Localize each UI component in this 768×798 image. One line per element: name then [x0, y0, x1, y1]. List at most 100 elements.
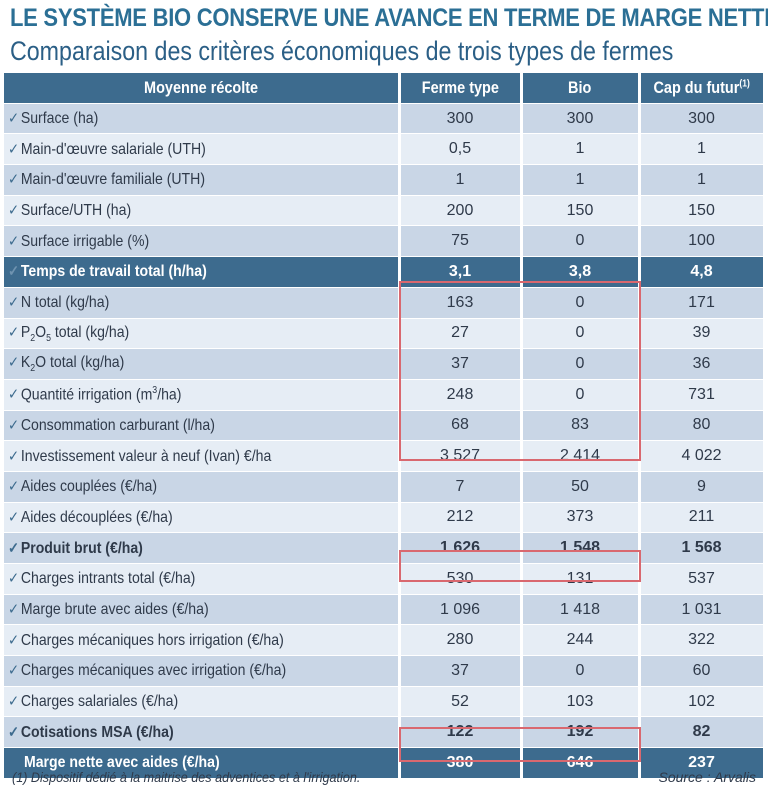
value-cell: 211	[639, 502, 766, 534]
row-label-cell: ✓ Cotisations MSA (€/ha)	[4, 716, 401, 749]
table-row-highlight: ✓ Temps de travail total (h/ha) 3,1 3,8 4,8	[4, 256, 766, 288]
value-cell: 300	[521, 103, 641, 135]
table-row: ✓ Investissement valeur à neuf (Ivan) €/h…	[4, 440, 766, 472]
header-moyenne-recolte: Moyenne récolte	[4, 73, 401, 104]
table-row: ✓ Main-d'œuvre salariale (UTH) 0,5 1 1	[4, 133, 766, 166]
table-header-row: Moyenne récolte Ferme type Bio Cap du fu…	[4, 73, 766, 104]
value-cell: 7	[399, 471, 523, 503]
row-label-cell: ✓ Quantité irrigation (m3/ha)	[4, 379, 401, 411]
check-icon: ✓	[8, 662, 20, 680]
value-cell: 1	[521, 164, 641, 196]
value-cell: 103	[521, 686, 641, 718]
value-cell: 1	[639, 133, 766, 166]
value-cell: 80	[639, 410, 766, 442]
row-label-cell: ✓ Main-d'œuvre salariale (UTH)	[4, 133, 401, 166]
value-cell: 37	[399, 655, 523, 687]
value-cell: 163	[399, 287, 523, 319]
table-row: ✓ Charges salariales (€/ha) 52 103 102	[4, 686, 766, 718]
table-row: ✓ Aides découplées (€/ha) 212 373 211	[4, 502, 766, 534]
row-label-cell: ✓ N total (kg/ha)	[4, 287, 401, 319]
table-row: ✓ Surface (ha) 300 300 300	[4, 103, 766, 135]
value-cell: 150	[639, 195, 766, 227]
check-icon: ✓	[8, 386, 20, 404]
value-cell: 192	[521, 716, 641, 749]
table-row: ✓ Charges mécaniques avec irrigation (€/h…	[4, 655, 766, 687]
row-label-cell: ✓ Aides découplées (€/ha)	[4, 502, 401, 534]
value-cell: 248	[399, 379, 523, 411]
value-cell: 83	[521, 410, 641, 442]
value-cell: 280	[399, 624, 523, 657]
value-cell: 1	[399, 164, 523, 196]
value-cell: 1 031	[639, 594, 766, 626]
page-title: LE SYSTÈME BIO CONSERVE UNE AVANCE EN TE…	[10, 4, 768, 32]
table-row: ✓ Surface irrigable (%) 75 0 100	[4, 225, 766, 258]
row-label-cell: ✓ Aides couplées (€/ha)	[4, 471, 401, 503]
check-icon: ✓	[8, 263, 20, 281]
value-cell: 300	[639, 103, 766, 135]
value-cell: 50	[521, 471, 641, 503]
header-ferme-type: Ferme type	[399, 73, 523, 104]
value-cell: 200	[399, 195, 523, 227]
row-label-cell: ✓ Charges mécaniques avec irrigation (€/h…	[4, 655, 401, 687]
row-label-cell: ✓ Surface irrigable (%)	[4, 225, 401, 258]
check-icon: ✓	[8, 171, 20, 189]
value-cell: 530	[399, 563, 523, 595]
value-cell: 1	[639, 164, 766, 196]
check-icon: ✓	[8, 693, 20, 711]
value-cell: 36	[639, 348, 766, 380]
value-cell: 60	[639, 655, 766, 687]
source-credit: Source : Arvalis	[658, 769, 756, 785]
value-cell: 237	[639, 747, 766, 779]
row-label-cell: Marge nette avec aides (€/ha)	[4, 747, 401, 779]
row-label-cell: ✓ Main-d'œuvre familiale (UTH)	[4, 164, 401, 196]
table-row: ✓ Consommation carburant (l/ha) 68 83 80	[4, 410, 766, 442]
value-cell: 0	[521, 348, 641, 380]
check-icon: ✓	[8, 601, 20, 619]
value-cell: 1 568	[639, 532, 766, 564]
check-icon: ✓	[8, 631, 20, 649]
header-bio: Bio	[521, 73, 641, 104]
value-cell: 4,8	[639, 256, 766, 288]
value-cell: 102	[639, 686, 766, 718]
row-label-cell: ✓ K2O total (kg/ha)	[4, 348, 401, 380]
check-icon: ✓	[8, 478, 20, 496]
table-row-highlight: Marge nette avec aides (€/ha) 380 646 237	[4, 747, 766, 779]
check-icon: ✓	[8, 508, 20, 526]
value-cell: 731	[639, 379, 766, 411]
row-label-cell: ✓ Investissement valeur à neuf (Ivan) €/h…	[4, 440, 401, 472]
value-cell: 1	[521, 133, 641, 166]
value-cell: 39	[639, 318, 766, 350]
value-cell: 9	[639, 471, 766, 503]
value-cell: 1 096	[399, 594, 523, 626]
table-row: ✓ Marge brute avec aides (€/ha) 1 096 1 41…	[4, 594, 766, 626]
row-label-cell: ✓ Charges mécaniques hors irrigation (€/h…	[4, 624, 401, 657]
comparison-table: Moyenne récolte Ferme type Bio Cap du fu…	[4, 73, 766, 779]
table-row: ✓ P2O5 total (kg/ha) 27 0 39	[4, 318, 766, 350]
check-icon: ✓	[8, 570, 20, 588]
value-cell: 171	[639, 287, 766, 319]
row-label-cell: ✓ Charges salariales (€/ha)	[4, 686, 401, 718]
check-icon: ✓	[8, 416, 20, 434]
check-icon: ✓	[8, 539, 20, 557]
value-cell: 0	[521, 318, 641, 350]
value-cell: 646	[521, 747, 641, 779]
check-icon: ✓	[8, 354, 20, 372]
table-row: ✓ N total (kg/ha) 163 0 171	[4, 287, 766, 319]
table-row: ✓ Produit brut (€/ha) 1 626 1 548 1 568	[4, 532, 766, 564]
row-label-cell: ✓ Temps de travail total (h/ha)	[4, 256, 401, 288]
value-cell: 537	[639, 563, 766, 595]
header-cap-du-futur: Cap du futur(1)	[639, 73, 766, 104]
row-label-cell: ✓ Surface (ha)	[4, 103, 401, 135]
row-label-cell: ✓ Marge brute avec aides (€/ha)	[4, 594, 401, 626]
check-icon: ✓	[8, 110, 20, 128]
table-row: ✓ Charges mécaniques hors irrigation (€/h…	[4, 624, 766, 657]
value-cell: 0	[521, 655, 641, 687]
value-cell: 82	[639, 716, 766, 749]
table-row: ✓ K2O total (kg/ha) 37 0 36	[4, 348, 766, 380]
value-cell: 212	[399, 502, 523, 534]
row-label-cell: ✓ Surface/UTH (ha)	[4, 195, 401, 227]
value-cell: 37	[399, 348, 523, 380]
check-icon: ✓	[8, 723, 20, 741]
value-cell: 244	[521, 624, 641, 657]
value-cell: 75	[399, 225, 523, 258]
